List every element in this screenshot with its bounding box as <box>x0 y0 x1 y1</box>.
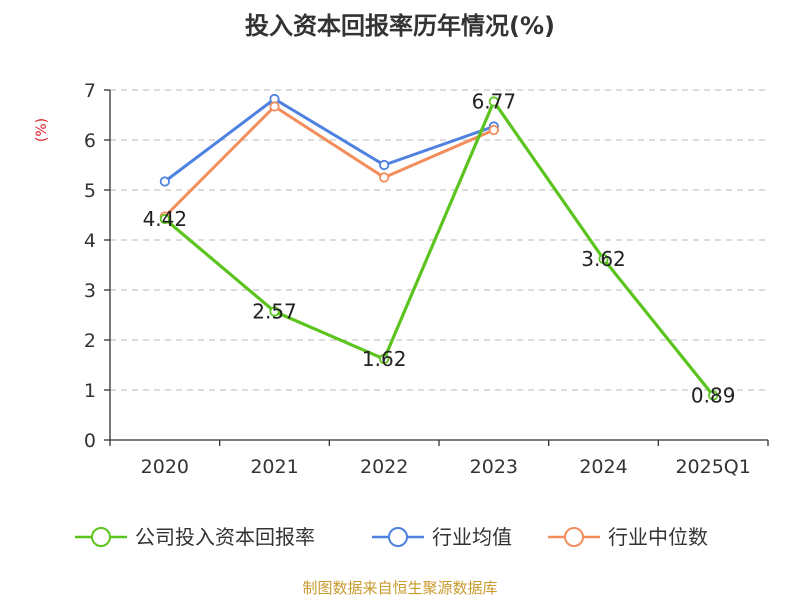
y-tick-label: 2 <box>84 330 96 352</box>
x-tick-label: 2023 <box>470 456 518 478</box>
x-tick-label: 2021 <box>250 456 298 478</box>
company-roic-point <box>708 390 719 401</box>
legend-marker <box>388 527 408 547</box>
data-source-note: 制图数据来自恒生聚源数据库 <box>302 579 498 597</box>
company-roic-point <box>379 353 390 365</box>
data-label: 2.57 <box>252 300 297 324</box>
industry-median-point <box>379 172 390 183</box>
industry-median-point <box>269 101 280 112</box>
legend-label: 公司投入资本回报率 <box>135 525 315 549</box>
industry-median-line <box>163 105 495 218</box>
axes: 0 1 2 3 4 5 6 7 2020 2021 2022 2023 2024 2025Q1 <box>84 80 769 478</box>
x-tick-label: 2022 <box>360 456 408 478</box>
company-roic-line <box>163 99 715 397</box>
legend: 公司投入资本回报率 行业均值 行业中位数 <box>75 525 708 549</box>
company-roic-point <box>488 96 499 107</box>
industry-median-point <box>488 124 499 136</box>
industry-average-point <box>379 159 390 171</box>
data-label: 4.42 <box>143 207 188 231</box>
x-tick-label: 2020 <box>141 456 189 478</box>
legend-label: 行业均值 <box>432 525 512 549</box>
data-label: 3.62 <box>581 247 626 271</box>
y-tick-label: 5 <box>84 180 96 202</box>
grid-lines <box>110 89 768 391</box>
chart-title: 投入资本回报率历年情况(%) <box>245 12 555 40</box>
industry-average-point <box>159 176 170 187</box>
industry-average-line <box>163 97 495 183</box>
y-tick-label: 1 <box>84 380 96 402</box>
data-label: 6.77 <box>472 90 517 114</box>
legend-label: 行业中位数 <box>608 525 708 549</box>
data-label: 0.89 <box>691 384 736 408</box>
company-roic-point <box>269 306 280 317</box>
legend-marker <box>91 527 111 547</box>
legend-marker <box>564 527 584 547</box>
y-tick-label: 0 <box>84 430 96 452</box>
series-layer <box>159 93 719 401</box>
y-tick-label: 6 <box>84 130 96 152</box>
company-roic-point <box>159 213 170 225</box>
x-tick-label: 2024 <box>579 456 627 478</box>
y-tick-label: 4 <box>84 230 96 252</box>
company-roic-point <box>598 253 609 265</box>
x-tick-label: 2025Q1 <box>675 456 750 478</box>
data-label: 1.62 <box>362 347 407 371</box>
y-tick-label: 3 <box>84 280 96 302</box>
data-labels: 4.42 2.57 1.62 6.77 3.62 0.89 <box>143 90 736 408</box>
y-tick-label: 7 <box>84 80 96 102</box>
